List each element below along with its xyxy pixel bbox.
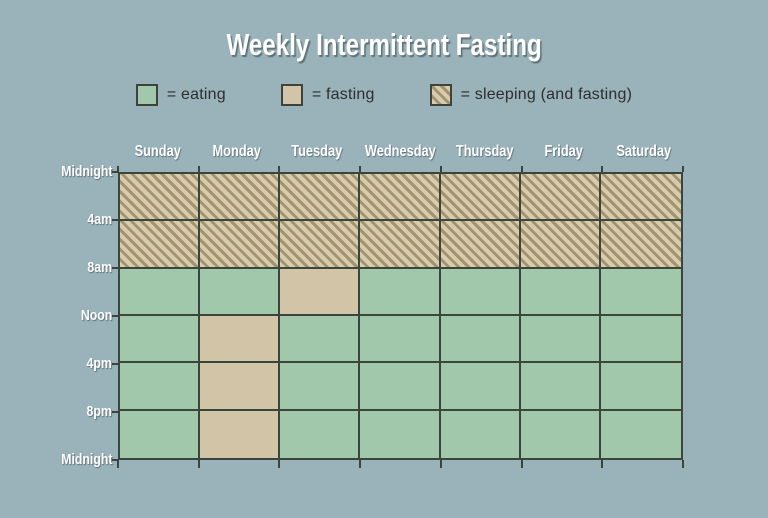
day-label-wednesday: Wednesday (365, 143, 436, 160)
cell-saturday-8pm-midnight (600, 410, 681, 458)
tick-bottom-2 (278, 460, 280, 468)
cell-monday-4am-8am (200, 221, 281, 269)
tick-bottom-5 (521, 460, 523, 468)
legend-label-eating: = eating (166, 86, 226, 103)
tick-left-0 (112, 171, 118, 173)
cell-friday-4am-8am (520, 221, 601, 269)
cell-monday-8pm-midnight (200, 410, 281, 458)
cell-thursday-4am-8am (440, 221, 521, 269)
tick-bottom-7 (682, 460, 684, 468)
legend-item-eating: = eating (135, 84, 226, 106)
legend-item-fasting: = fasting (280, 84, 375, 106)
tick-top-1 (198, 166, 200, 172)
tick-bottom-3 (359, 460, 361, 468)
cell-saturday-4am-8am (600, 221, 681, 269)
day-label-thursday: Thursday (455, 143, 514, 160)
legend-item-sleeping: = sleeping (and fasting) (429, 84, 633, 106)
tick-left-4 (112, 363, 118, 365)
day-label-friday: Friday (544, 143, 584, 160)
cell-monday-noon-4pm (200, 315, 281, 364)
chart-title-text: Weekly Intermittent Fasting (226, 27, 542, 62)
eating-swatch-icon (135, 84, 158, 106)
tick-top-6 (601, 166, 603, 172)
tick-left-1 (112, 219, 118, 221)
tick-top-5 (521, 166, 523, 172)
cell-saturday-4pm-8pm (600, 363, 681, 411)
cell-monday-4pm-8pm (200, 363, 281, 411)
cell-tuesday-midnight-4am (280, 174, 361, 222)
cell-saturday-noon-4pm (600, 315, 681, 364)
cell-monday-midnight-4am (200, 174, 281, 222)
cell-monday-8am-noon (200, 268, 281, 316)
time-label-4am-1: 4am (87, 211, 112, 228)
day-label-tuesday: Tuesday (290, 143, 342, 160)
cell-wednesday-noon-4pm (360, 315, 441, 364)
day-label-saturday: Saturday (615, 143, 671, 160)
cell-tuesday-4pm-8pm (280, 363, 361, 411)
cell-tuesday-noon-4pm (280, 315, 361, 364)
cell-tuesday-8pm-midnight (280, 410, 361, 458)
schedule-grid (118, 172, 683, 460)
cell-thursday-midnight-4am (440, 174, 521, 222)
time-labels-column: Midnight 4am 8am Noon 4pm 8pm Midnight (0, 163, 112, 468)
cell-thursday-8am-noon (440, 268, 521, 316)
tick-bottom-1 (198, 460, 200, 468)
chart-title: Weekly Intermittent Fasting (0, 27, 768, 63)
legend: = eating = fasting = sleeping (and fasti… (0, 84, 768, 106)
tick-left-6 (112, 459, 118, 461)
cell-wednesday-8pm-midnight (360, 410, 441, 458)
tick-left-2 (112, 267, 118, 269)
legend-label-fasting: = fasting (311, 86, 375, 103)
day-label-monday: Monday (212, 143, 262, 160)
time-label-4pm-4: 4pm (86, 355, 112, 372)
tick-top-4 (440, 166, 442, 172)
cell-sunday-8pm-midnight (120, 410, 201, 458)
tick-left-5 (112, 411, 118, 413)
cell-wednesday-midnight-4am (360, 174, 441, 222)
tick-bottom-4 (440, 460, 442, 468)
cell-tuesday-8am-noon (280, 268, 361, 316)
time-label-noon-3: Noon (80, 307, 112, 324)
cell-tuesday-4am-8am (280, 221, 361, 269)
time-label-midnight-0: Midnight (60, 163, 112, 180)
day-label-sunday: Sunday (134, 143, 181, 160)
tick-top-0 (117, 166, 119, 172)
tick-top-7 (682, 166, 684, 172)
cell-thursday-noon-4pm (440, 315, 521, 364)
cell-wednesday-4pm-8pm (360, 363, 441, 411)
tick-bottom-6 (601, 460, 603, 468)
tick-left-3 (112, 315, 118, 317)
cell-friday-8am-noon (520, 268, 601, 316)
sleeping-swatch-icon (429, 84, 452, 106)
fasting-swatch-icon (280, 84, 303, 106)
cell-friday-midnight-4am (520, 174, 601, 222)
tick-top-2 (278, 166, 280, 172)
legend-label-sleeping: = sleeping (and fasting) (460, 86, 633, 103)
cell-wednesday-4am-8am (360, 221, 441, 269)
cell-thursday-4pm-8pm (440, 363, 521, 411)
cell-wednesday-8am-noon (360, 268, 441, 316)
time-label-midnight-6: Midnight (60, 451, 112, 468)
tick-top-3 (359, 166, 361, 172)
cell-sunday-noon-4pm (120, 315, 201, 364)
cell-sunday-midnight-4am (120, 174, 201, 222)
cell-sunday-4am-8am (120, 221, 201, 269)
cell-thursday-8pm-midnight (440, 410, 521, 458)
cell-friday-noon-4pm (520, 315, 601, 364)
cell-saturday-midnight-4am (600, 174, 681, 222)
time-label-8pm-5: 8pm (86, 403, 112, 420)
cell-saturday-8am-noon (600, 268, 681, 316)
cell-friday-4pm-8pm (520, 363, 601, 411)
time-label-8am-2: 8am (87, 259, 112, 276)
cell-sunday-8am-noon (120, 268, 201, 316)
cell-friday-8pm-midnight (520, 410, 601, 458)
tick-bottom-0 (117, 460, 119, 468)
day-labels-row: Sunday Monday Tuesday Wednesday Thursday Frid… (118, 141, 683, 163)
cell-sunday-4pm-8pm (120, 363, 201, 411)
